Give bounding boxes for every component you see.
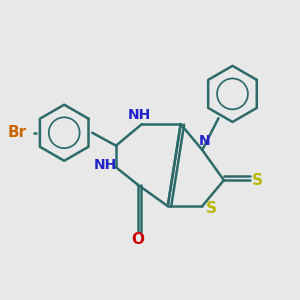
- Text: S: S: [252, 173, 263, 188]
- Text: NH: NH: [94, 158, 117, 172]
- Text: Br: Br: [8, 125, 27, 140]
- Text: S: S: [206, 201, 217, 216]
- Text: N: N: [199, 134, 210, 148]
- Text: NH: NH: [128, 108, 151, 122]
- Text: O: O: [131, 232, 144, 247]
